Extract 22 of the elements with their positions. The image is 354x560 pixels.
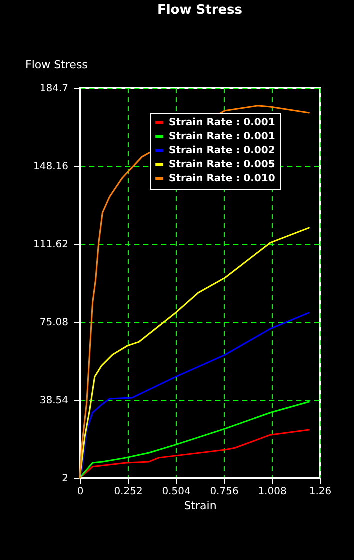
x-tick-label: 0.252 xyxy=(114,486,143,498)
x-tick-label: 0.504 xyxy=(162,486,191,498)
x-tick-label: 1.008 xyxy=(258,486,287,498)
y-tick-label: 148.16 xyxy=(34,162,68,172)
x-tick-label: 0 xyxy=(77,486,84,498)
x-tick-label: 1.26 xyxy=(309,486,332,498)
legend-label: Strain Rate : 0.010 xyxy=(169,174,276,184)
legend-label: Strain Rate : 0.005 xyxy=(169,160,276,170)
x-axis-title: Strain xyxy=(184,500,217,512)
legend-label: Strain Rate : 0.001 xyxy=(169,118,276,128)
y-tick-label: 184.7 xyxy=(40,84,68,94)
y-axis-title: Flow Stress xyxy=(26,58,88,72)
y-tick-label: 75.08 xyxy=(40,318,68,328)
legend-label: Strain Rate : 0.002 xyxy=(169,146,276,156)
y-tick-label: 38.54 xyxy=(40,396,68,406)
line-series xyxy=(79,312,310,479)
legend-label: Strain Rate : 0.001 xyxy=(169,132,276,142)
x-tick-label: 0.756 xyxy=(210,486,239,498)
y-tick-label: 111.62 xyxy=(34,240,68,250)
line-series xyxy=(79,429,310,479)
chart-title: Flow Stress xyxy=(157,3,243,18)
y-tick-label: 2 xyxy=(62,474,68,484)
